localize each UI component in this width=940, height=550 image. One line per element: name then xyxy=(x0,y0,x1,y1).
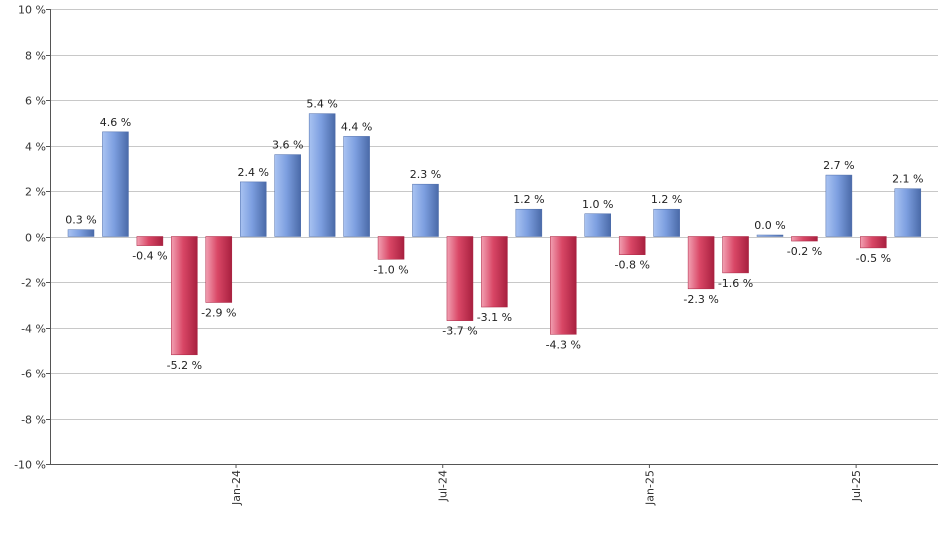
bar xyxy=(343,136,370,237)
bar xyxy=(515,208,543,237)
bar-value-label: 0.3 % xyxy=(65,214,96,227)
y-tick-label: 10 % xyxy=(18,4,46,17)
bar-value-label: 2.7 % xyxy=(823,159,854,172)
bar xyxy=(205,236,233,303)
bar xyxy=(377,236,405,260)
y-tick-label: -4 % xyxy=(21,323,46,336)
bar xyxy=(584,213,611,237)
bar-value-label: 0.0 % xyxy=(754,219,785,232)
bar-value-label: -5.2 % xyxy=(167,359,202,372)
bar-value-label: 2.4 % xyxy=(238,166,269,179)
bar-value-label: -2.3 % xyxy=(683,293,718,306)
bar xyxy=(136,236,164,246)
bar xyxy=(240,181,267,237)
bar-value-label: 1.2 % xyxy=(651,193,682,206)
bar-value-label: -3.7 % xyxy=(442,325,477,338)
y-tick-label: -10 % xyxy=(14,459,46,472)
bar xyxy=(687,236,715,290)
bar xyxy=(722,236,749,274)
bar xyxy=(308,113,336,237)
y-tick-label: -6 % xyxy=(21,368,46,381)
bar-value-label: -0.8 % xyxy=(614,259,649,272)
bar xyxy=(446,236,474,321)
y-tick-label: -2 % xyxy=(21,277,46,290)
bar-value-label: -2.9 % xyxy=(201,306,236,319)
bar xyxy=(67,229,95,237)
bar-value-label: -3.1 % xyxy=(477,311,512,324)
y-tick-label: 6 % xyxy=(25,95,46,108)
bar xyxy=(756,234,784,237)
bar xyxy=(274,154,301,237)
bar xyxy=(550,236,577,335)
y-tick-label: 4 % xyxy=(25,141,46,154)
bar xyxy=(791,236,818,242)
bar xyxy=(412,183,439,237)
bar xyxy=(894,188,922,237)
bar xyxy=(653,208,680,237)
bar xyxy=(171,236,198,356)
y-tick-label: -8 % xyxy=(21,414,46,427)
bar-value-label: 1.0 % xyxy=(582,198,613,211)
bar xyxy=(481,236,508,308)
bar xyxy=(102,131,129,237)
x-tick-label: Jul-25 xyxy=(850,470,863,502)
data-labels: 0.3 % 4.6 % -0.4 % -5.2 % -2.9 % 2.4 % 3.6 % 5.… xyxy=(65,98,923,372)
bar-value-label: 2.1 % xyxy=(892,173,923,186)
bar-value-label: -0.4 % xyxy=(132,250,167,263)
bar-value-label: 1.2 % xyxy=(513,193,544,206)
x-tick-label: Jul-24 xyxy=(437,470,450,502)
bar-value-label: -0.2 % xyxy=(787,245,822,258)
bar xyxy=(618,236,646,255)
bar xyxy=(825,174,853,237)
bar-value-label: 5.4 % xyxy=(306,98,337,111)
bar-value-label: -0.5 % xyxy=(856,252,891,265)
bar-value-label: 4.4 % xyxy=(341,120,372,133)
bars xyxy=(67,113,922,356)
bar xyxy=(860,236,887,249)
bar-value-label: -1.6 % xyxy=(718,277,753,290)
bar-value-label: 4.6 % xyxy=(100,116,131,129)
y-tick-label: 8 % xyxy=(25,50,46,63)
bar-value-label: 3.6 % xyxy=(272,139,303,152)
y-tick-label: 0 % xyxy=(25,232,46,245)
bar-value-label: 2.3 % xyxy=(410,168,441,181)
axes xyxy=(46,9,938,468)
y-tick-label: 2 % xyxy=(25,186,46,199)
bar-value-label: -1.0 % xyxy=(373,263,408,276)
bar-value-label: -4.3 % xyxy=(546,338,581,351)
y-axis-tick-labels: 10 % 8 % 6 % 4 % 2 % 0 % -2 % -4 % -6 % -8 % -10 % xyxy=(14,4,46,472)
x-axis-tick-labels: Jan-24 Jul-24 Jan-25 Jul-25 xyxy=(230,470,863,506)
x-tick-label: Jan-25 xyxy=(643,470,656,506)
x-tick-label: Jan-24 xyxy=(230,470,243,506)
